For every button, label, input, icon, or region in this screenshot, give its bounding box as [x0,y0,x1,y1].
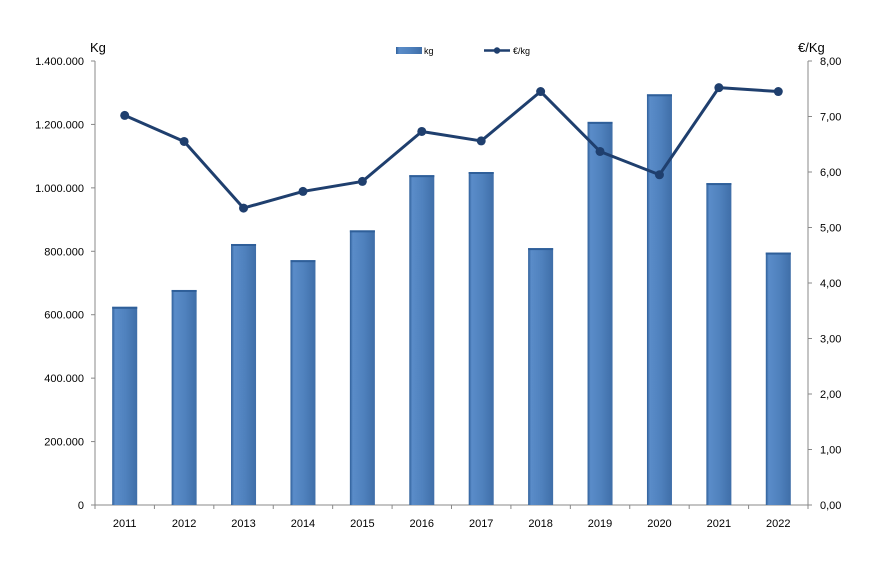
x-tick-label: 2020 [647,518,671,530]
y-left-tick-label: 800.000 [44,246,84,258]
y-right-tick-label: 6,00 [820,167,841,179]
bar-body [706,183,732,505]
bar-cap [587,121,613,124]
bar [765,252,791,505]
bar-cap [646,94,672,97]
y-left-tick-label: 1.400.000 [35,56,84,68]
bar-body [587,121,613,506]
y-left-tick-label: 600.000 [44,310,84,322]
bar-cap [409,175,435,178]
x-tick-label: 2011 [113,518,137,530]
axes [91,60,812,509]
bar [171,289,197,505]
line-series [120,83,783,213]
bar [349,230,375,505]
x-tick-label: 2015 [350,518,374,530]
y-left-axis-label: Kg [90,40,106,55]
y-right-tick-label: 4,00 [820,278,841,290]
price-point [773,87,783,97]
tick-labels: 0 200.000 400.000 600.000 800.000 1.000.000 1.… [35,56,841,530]
y-right-tick-label: 7,00 [820,112,841,124]
bar-body [646,94,672,506]
bar-body [528,248,554,505]
y-right-tick-label: 2,00 [820,389,841,401]
price-point [179,136,189,146]
y-left-tick-label: 1.200.000 [35,119,84,131]
legend-bar-swatch [396,47,422,54]
x-tick-label: 2016 [410,518,434,530]
x-tick-label: 2021 [707,518,731,530]
bar [409,175,435,505]
price-point [714,83,724,93]
x-tick-label: 2019 [588,518,612,530]
bar-cap [706,183,732,186]
bar-body [765,252,791,505]
y-right-tick-label: 0,00 [820,500,841,512]
price-point [536,87,546,97]
bar-cap [765,252,791,255]
x-tick-label: 2017 [469,518,493,530]
bar [231,243,257,505]
bar-cap [171,289,197,292]
price-point [595,146,605,156]
price-point [476,136,486,146]
bar-cap [349,230,375,233]
bar-cap [528,248,554,251]
y-right-tick-label: 3,00 [820,334,841,346]
bar-cap [290,260,316,263]
bar [290,260,316,505]
bar [646,94,672,506]
price-point [120,110,130,120]
bar [587,121,613,506]
bar-body [409,175,435,505]
bar [112,306,138,505]
x-tick-label: 2013 [231,518,255,530]
y-left-tick-label: 400.000 [44,373,84,385]
price-point [654,170,664,180]
bar [468,172,494,505]
x-tick-label: 2022 [766,518,790,530]
bar-cap [468,172,494,174]
bar-cap [231,243,257,246]
price-point [298,186,308,196]
legend-bar-label: kg [424,46,434,56]
bar-body [468,172,494,505]
price-line [124,86,779,210]
y-right-tick-label: 1,00 [820,445,841,457]
bar-body [231,243,257,505]
y-right-tick-label: 8,00 [820,56,841,68]
y-left-tick-label: 1.000.000 [35,183,84,195]
bar-body [290,260,316,505]
legend: kg €/kg [396,46,530,56]
bar-body [171,289,197,505]
bar-body [349,230,375,505]
price-point [239,203,249,213]
y-right-axis-label: €/Kg [798,40,825,55]
bar-series [112,94,791,506]
price-point [357,176,367,186]
y-left-tick-label: 200.000 [44,437,84,449]
bar-cap [112,306,138,309]
bar [706,183,732,505]
x-tick-label: 2012 [172,518,196,530]
legend-line-marker [493,47,501,54]
x-tick-label: 2018 [528,518,552,530]
y-left-tick-label: 0 [78,500,84,512]
legend-line-label: €/kg [513,46,530,56]
y-right-tick-label: 5,00 [820,223,841,235]
bar [528,248,554,505]
x-tick-label: 2014 [291,518,315,530]
bar-body [112,306,138,505]
price-point [417,126,427,136]
